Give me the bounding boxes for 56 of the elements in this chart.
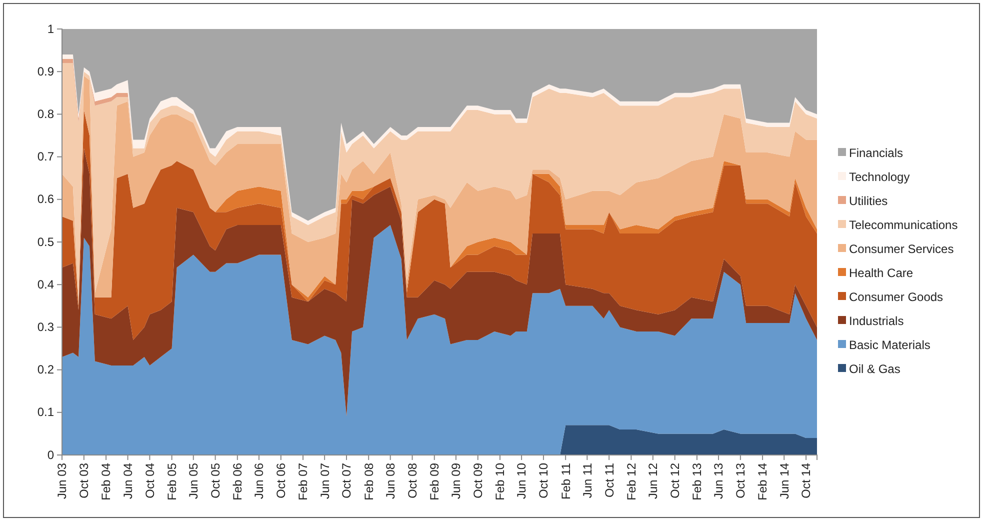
x-tick-label: Oct 06 <box>274 462 288 498</box>
legend-label: Utilities <box>849 194 888 208</box>
x-tick-label: Jun 06 <box>252 462 266 500</box>
x-tick-label: Feb 05 <box>165 462 180 500</box>
x-tick-label: Jun 05 <box>186 462 201 500</box>
x-tick-label: Jun 11 <box>580 462 594 498</box>
x-tick-label: Feb 06 <box>230 462 245 500</box>
y-tick-label: 0 <box>47 448 54 462</box>
x-tick-label: Feb 14 <box>756 462 770 500</box>
x-tick-label: Feb 09 <box>428 462 442 500</box>
x-tick-label: Oct 04 <box>142 462 157 498</box>
x-tick-label: Jun 10 <box>514 462 529 500</box>
x-tick-label: Oct 13 <box>734 462 748 498</box>
x-tick-label: Oct 07 <box>340 462 354 498</box>
y-tick-label: 1 <box>47 22 54 36</box>
x-tick-label: Oct 03 <box>77 462 92 498</box>
legend-label: Health Care <box>849 266 914 280</box>
legend-label: Consumer Goods <box>849 290 944 304</box>
x-tick-label: Feb 10 <box>493 462 508 500</box>
x-tick-label: Jun 07 <box>318 462 332 500</box>
y-tick-label: 0.2 <box>37 362 54 377</box>
x-tick-label: Feb 04 <box>99 462 114 500</box>
y-tick-label: 0.1 <box>37 405 54 420</box>
x-tick-label: Oct 09 <box>471 462 486 498</box>
x-tick-label: Feb 11 <box>558 462 573 500</box>
legend-label: Basic Materials <box>849 338 930 352</box>
y-tick-label: 0.5 <box>37 234 54 249</box>
y-tick-label: 0.7 <box>37 150 54 164</box>
x-tick-label: Jun 12 <box>646 462 660 500</box>
legend-label: Consumer Services <box>849 242 954 256</box>
legend-label: Financials <box>849 146 904 160</box>
x-tick-label: Jun 08 <box>384 462 398 500</box>
x-tick-label: Oct 12 <box>668 462 682 498</box>
x-tick-label: Oct 14 <box>799 462 814 498</box>
x-tick-label: Jun 13 <box>712 462 726 500</box>
y-tick-label: 0.8 <box>37 107 54 122</box>
y-tick-label: 0.9 <box>37 64 54 78</box>
legend-label: Industrials <box>849 314 904 328</box>
x-tick-label: Jun 04 <box>120 462 135 500</box>
legend-label: Telecommunications <box>849 218 958 232</box>
x-tick-label: Feb 07 <box>296 462 310 500</box>
x-tick-label: Feb 12 <box>624 462 638 500</box>
y-tick-label: 0.4 <box>37 277 54 292</box>
x-tick-label: Oct 08 <box>405 462 420 498</box>
x-tick-label: Oct 11 <box>602 462 616 498</box>
legend-label: Oil & Gas <box>849 362 900 376</box>
x-tick-label: Oct 05 <box>208 462 222 498</box>
x-tick-label: Jun 09 <box>449 462 464 500</box>
x-tick-label: Oct 10 <box>536 462 551 498</box>
legend-label: Technology <box>849 170 910 184</box>
x-tick-label: Feb 08 <box>362 462 376 500</box>
y-tick-label: 0.3 <box>37 320 54 334</box>
y-tick-label: 0.6 <box>37 192 54 206</box>
x-tick-label: Feb 13 <box>690 462 704 500</box>
x-tick-label: Jun 03 <box>55 462 70 500</box>
x-tick-label: Jun 14 <box>777 462 792 500</box>
